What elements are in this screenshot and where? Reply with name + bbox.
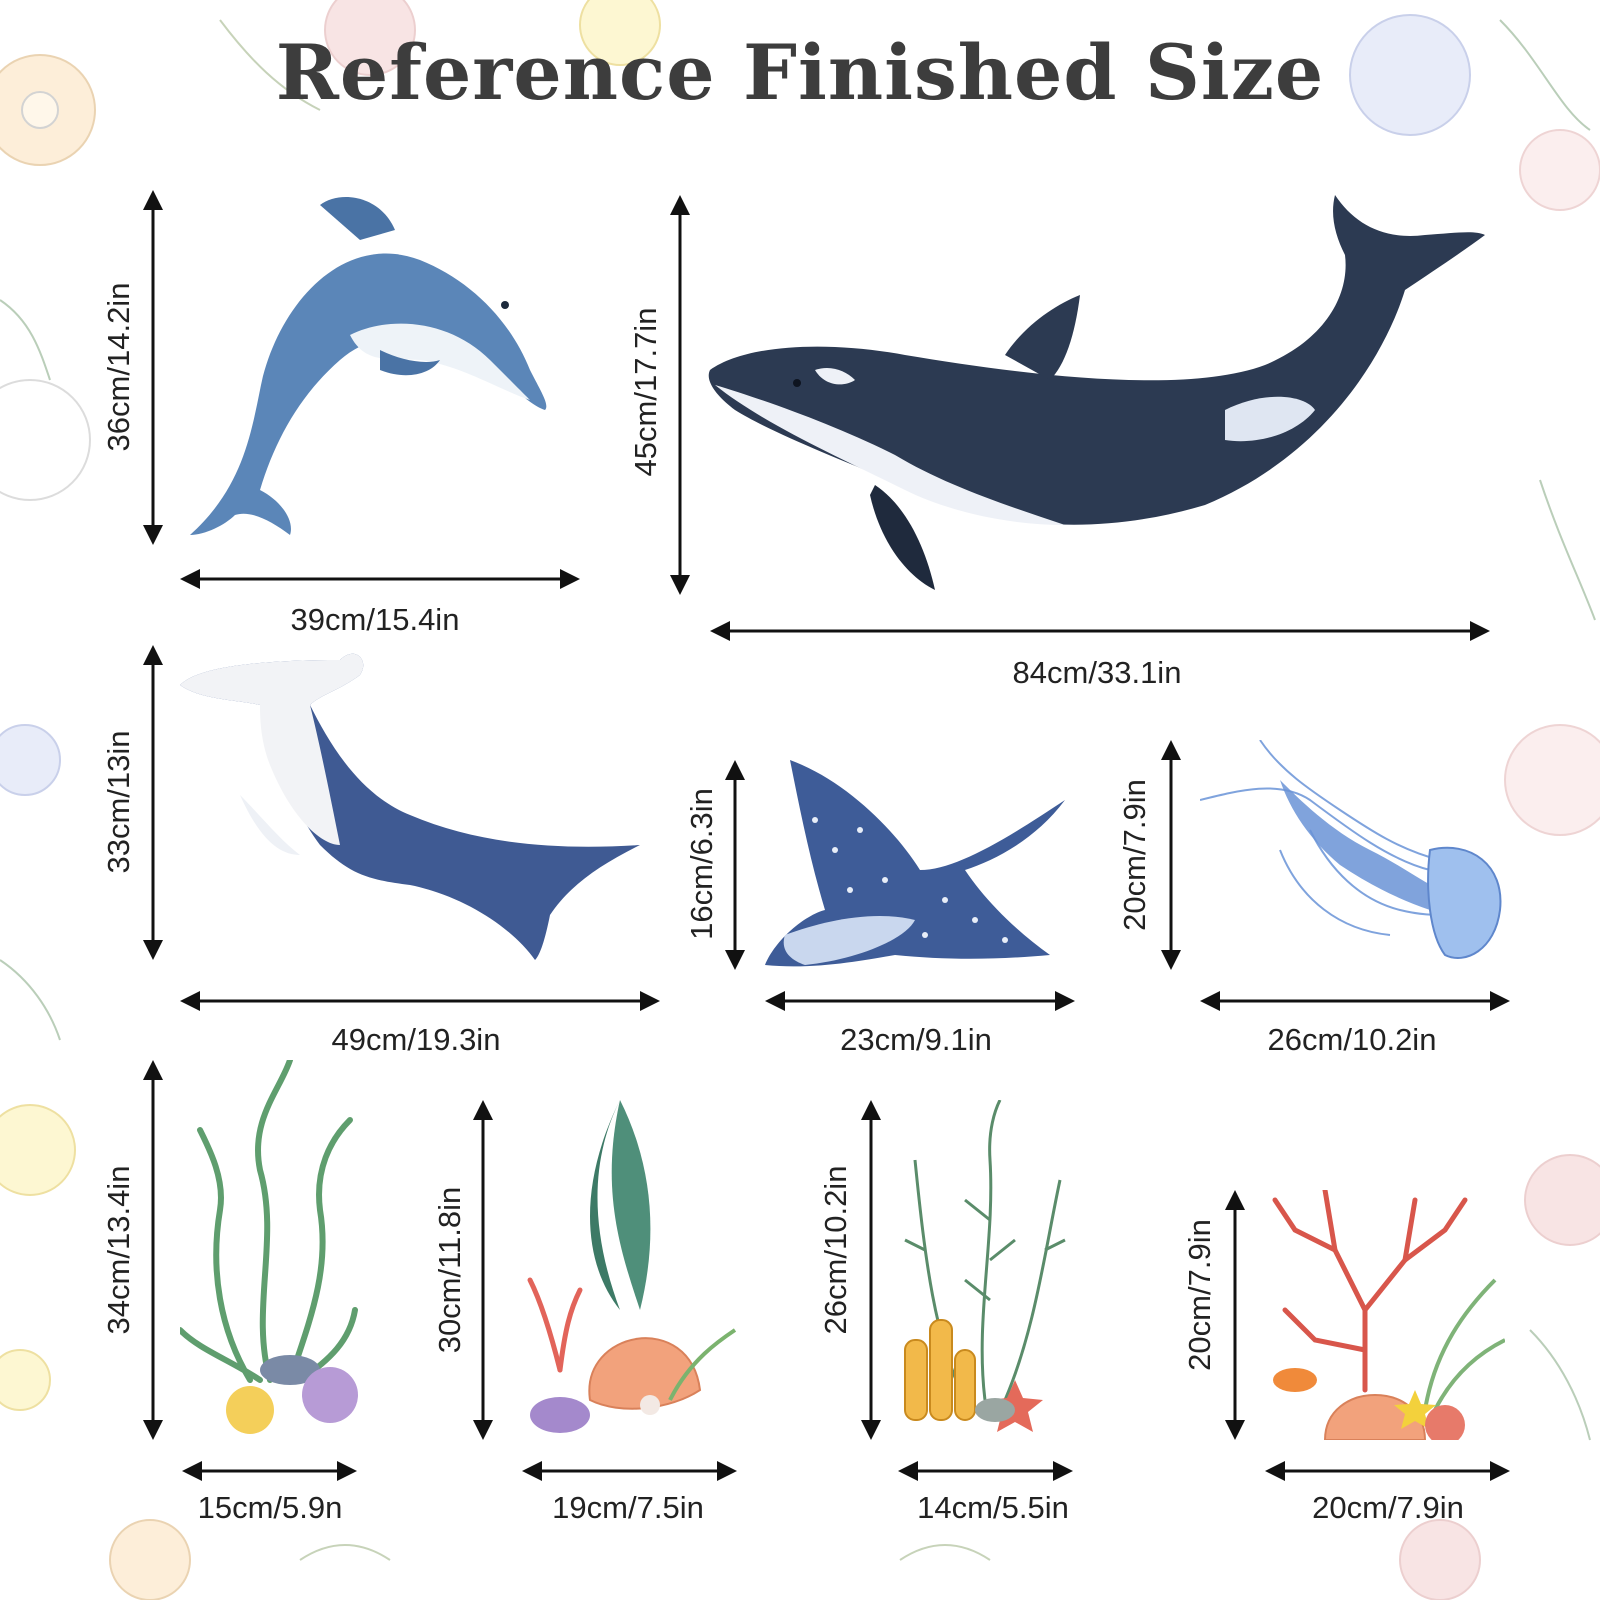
jellyfish-height-label: 20cm/7.9in [1117,779,1152,931]
sea-plants-illustration [895,1100,1075,1440]
seaweed-width-arrow [182,1461,357,1481]
coral-reef-width-label: 20cm/7.9in [1312,1490,1464,1525]
jellyfish-height-arrow [1161,740,1181,970]
seaweed-illustration [180,1060,360,1440]
hammerhead-shark-height-arrow [143,645,163,960]
coral-reef-height-arrow [1225,1190,1245,1440]
jellyfish-illustration [1200,740,1510,970]
dolphin-height-arrow [143,190,163,545]
shell-coral-height-arrow [473,1100,493,1440]
page-title: Reference Finished Size [275,28,1325,117]
sea-plants-height-label: 26cm/10.2in [818,1165,853,1335]
coral-reef-height-label: 20cm/7.9in [1182,1219,1217,1371]
shell-coral-illustration [520,1100,740,1440]
sea-plants-width-label: 14cm/5.5in [917,1490,1069,1525]
hammerhead-shark-illustration [180,645,650,960]
seaweed-width-label: 15cm/5.9n [197,1490,343,1525]
manta-ray-height-label: 16cm/6.3in [684,788,719,940]
manta-ray-height-arrow [725,760,745,970]
shell-coral-width-arrow [522,1461,737,1481]
hammerhead-shark-width-arrow [180,991,660,1011]
sea-plants-width-arrow [898,1461,1073,1481]
orca-height-arrow [670,195,690,595]
seaweed-height-arrow [143,1060,163,1440]
orca-illustration [705,195,1490,600]
hammerhead-shark-width-label: 49cm/19.3in [331,1022,501,1057]
orca-width-label: 84cm/33.1in [1012,655,1182,690]
jellyfish-width-label: 26cm/10.2in [1267,1022,1437,1057]
shell-coral-width-label: 19cm/7.5in [552,1490,704,1525]
orca-width-arrow [710,621,1490,641]
dolphin-height-label: 36cm/14.2in [101,282,136,452]
shell-coral-height-label: 30cm/11.8in [432,1186,467,1354]
manta-ray-width-arrow [765,991,1075,1011]
sea-plants-height-arrow [861,1100,881,1440]
orca-height-label: 45cm/17.7in [628,307,663,477]
jellyfish-width-arrow [1200,991,1510,1011]
manta-ray-width-label: 23cm/9.1in [840,1022,992,1057]
dolphin-width-label: 39cm/15.4in [290,602,460,637]
coral-reef-illustration [1265,1190,1505,1440]
coral-reef-width-arrow [1265,1461,1510,1481]
manta-ray-illustration [765,760,1075,970]
dolphin-illustration [180,190,570,545]
dolphin-width-arrow [180,569,580,589]
seaweed-height-label: 34cm/13.4in [101,1165,136,1335]
hammerhead-shark-height-label: 33cm/13in [101,730,136,874]
